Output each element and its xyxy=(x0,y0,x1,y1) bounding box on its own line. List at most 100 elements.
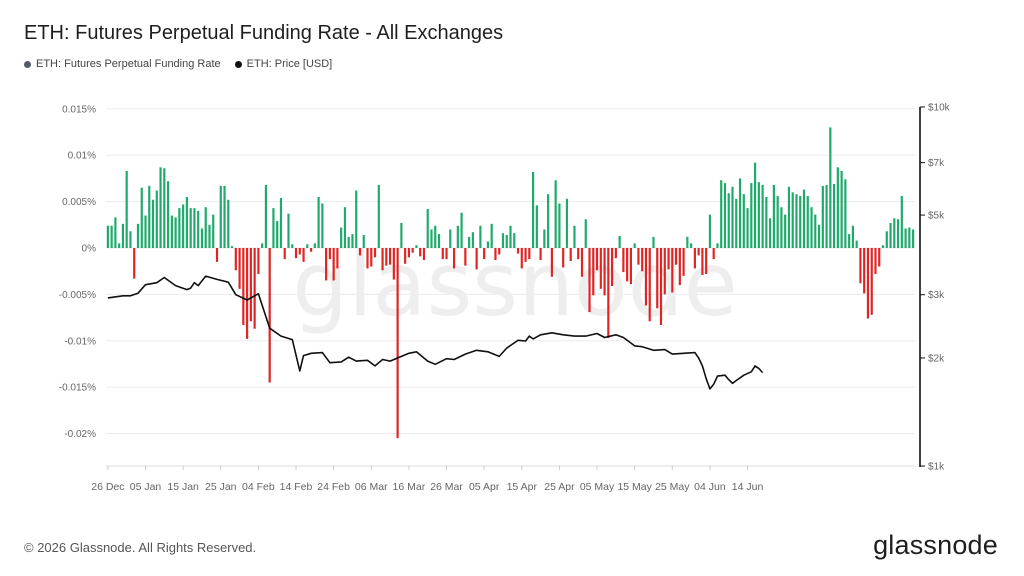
funding-rate-bar xyxy=(366,248,369,269)
funding-rate-bar xyxy=(358,248,362,256)
funding-rate-bar xyxy=(441,248,444,260)
funding-rate-bar xyxy=(802,189,806,248)
funding-rate-bar xyxy=(415,245,418,248)
funding-rate-bar xyxy=(656,248,659,309)
funding-rate-bar xyxy=(765,196,768,248)
funding-rate-bar xyxy=(799,196,802,248)
funding-rate-bar xyxy=(543,229,546,248)
funding-rate-bar xyxy=(633,243,636,248)
funding-rate-bar xyxy=(106,225,109,248)
funding-rate-bar xyxy=(362,235,365,249)
funding-rate-bar xyxy=(317,196,320,248)
funding-rate-bar xyxy=(806,196,809,248)
funding-rate-bar xyxy=(784,214,787,249)
funding-rate-bar xyxy=(817,224,821,248)
funding-rate-bar xyxy=(110,225,113,248)
funding-rate-bar xyxy=(437,234,441,248)
funding-rate-bar xyxy=(580,248,584,277)
funding-rate-bar xyxy=(355,190,358,248)
x-tick-label: 25 Jan xyxy=(205,481,237,493)
funding-rate-bar xyxy=(460,212,463,248)
y-right-tick-label: $5k xyxy=(928,211,945,222)
funding-rate-bar xyxy=(151,199,155,248)
funding-rate-bar xyxy=(629,248,632,285)
funding-rate-bar xyxy=(419,248,422,257)
chart-title: ETH: Futures Perpetual Funding Rate - Al… xyxy=(24,22,504,44)
x-tick-label: 24 Feb xyxy=(317,481,350,493)
funding-rate-bar xyxy=(159,167,162,249)
funding-rate-bar xyxy=(370,248,373,267)
funding-rate-bar xyxy=(648,248,651,322)
funding-rate-bar xyxy=(223,185,226,248)
y-left-tick-label: -0.01% xyxy=(64,336,96,347)
x-tick-label: 04 Jun xyxy=(694,481,726,493)
funding-rate-bar xyxy=(351,234,354,248)
funding-rate-bar xyxy=(825,184,828,248)
funding-rate-bar xyxy=(659,248,663,325)
funding-rate-bar xyxy=(125,171,128,248)
x-tick-label: 26 Mar xyxy=(430,481,463,493)
x-tick-label: 26 Dec xyxy=(91,481,124,493)
funding-rate-bar xyxy=(686,236,689,248)
y-left-tick-label: 0% xyxy=(82,244,97,255)
funding-rate-bar xyxy=(396,248,399,439)
funding-rate-bar xyxy=(769,218,772,248)
y-right-tick-label: $7k xyxy=(928,158,945,169)
x-tick-label: 14 Feb xyxy=(280,481,313,493)
y-right-tick-label: $2k xyxy=(928,353,945,364)
funding-rate-bar xyxy=(163,168,166,248)
funding-rate-bar xyxy=(118,243,121,248)
funding-rate-bar xyxy=(219,185,222,248)
funding-rate-bar xyxy=(881,245,885,248)
funding-rate-bar xyxy=(321,203,324,249)
legend-item-price[interactable]: ETH: Price [USD] xyxy=(234,58,332,70)
funding-rate-bar xyxy=(373,248,377,258)
funding-rate-bar xyxy=(772,184,775,248)
funding-rate-bar xyxy=(520,248,523,269)
funding-rate-bar xyxy=(592,248,595,296)
funding-rate-bar xyxy=(599,248,602,289)
funding-rate-bar xyxy=(204,207,207,249)
x-tick-label: 14 Jun xyxy=(732,481,764,493)
funding-rate-bar xyxy=(682,248,685,276)
funding-rate-bar xyxy=(234,248,237,271)
funding-rate-bar xyxy=(400,222,403,249)
funding-rate-bar xyxy=(309,248,313,252)
funding-rate-bar xyxy=(723,183,727,249)
funding-rate-bar xyxy=(708,214,712,249)
funding-rate-bar xyxy=(720,180,723,248)
funding-rate-bar xyxy=(637,248,640,265)
funding-rate-bar xyxy=(291,244,294,248)
legend-item-funding-rate[interactable]: ETH: Futures Perpetual Funding Rate xyxy=(24,58,221,70)
funding-rate-bar xyxy=(302,248,305,262)
y-left-tick-label: -0.005% xyxy=(59,290,96,301)
funding-rate-bar xyxy=(603,248,606,296)
funding-rate-bar xyxy=(516,248,520,254)
funding-rate-bar xyxy=(471,232,474,248)
funding-rate-bar xyxy=(727,193,730,248)
funding-rate-bar xyxy=(407,248,410,258)
funding-rate-bar xyxy=(193,208,196,248)
x-tick-label: 25 Apr xyxy=(544,481,575,493)
funding-rate-bar xyxy=(641,248,644,272)
funding-rate-bar xyxy=(671,248,674,293)
legend-marker-price xyxy=(234,60,242,68)
funding-rate-bar xyxy=(836,167,839,249)
funding-rate-bar xyxy=(844,179,847,249)
funding-rate-bar xyxy=(343,207,347,249)
funding-rate-bar xyxy=(840,171,843,248)
funding-rate-bar xyxy=(776,196,779,248)
y-left-tick-label: -0.02% xyxy=(64,429,96,440)
funding-rate-bar xyxy=(524,248,527,262)
funding-rate-bar xyxy=(829,127,832,248)
copyright-notice: © 2026 Glassnode. All Rights Reserved. xyxy=(24,540,257,555)
glassnode-logo[interactable]: glassnode xyxy=(873,530,998,560)
funding-rate-bar xyxy=(509,225,512,248)
funding-rate-bar xyxy=(166,181,170,248)
funding-rate-bar xyxy=(753,162,757,248)
funding-rate-bar xyxy=(644,248,648,306)
funding-rate-bar xyxy=(328,248,331,260)
funding-rate-bar xyxy=(851,225,854,248)
funding-rate-bar xyxy=(678,248,681,286)
funding-rate-bar xyxy=(750,183,753,249)
